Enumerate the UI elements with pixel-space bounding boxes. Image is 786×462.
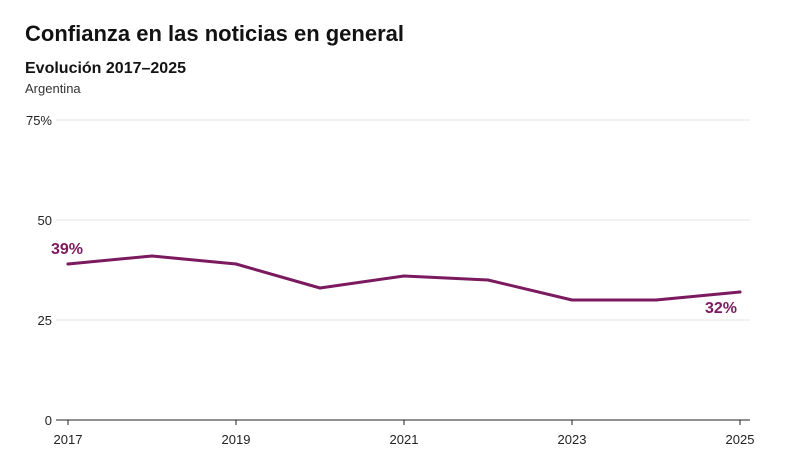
data-point	[150, 254, 154, 258]
series-group	[66, 254, 742, 302]
series-line	[66, 254, 742, 302]
chart-region: Argentina	[25, 81, 81, 96]
data-point	[486, 278, 490, 282]
data-point	[318, 286, 322, 290]
data-point	[234, 262, 238, 266]
y-tick-label: 50	[38, 213, 52, 228]
data-label: 39%	[51, 241, 83, 258]
x-axis: 2017 2019 2021 2023 2025	[54, 419, 755, 447]
data-point	[66, 262, 70, 266]
data-point	[654, 298, 658, 302]
chart-subtitle: Evolución 2017–2025	[25, 60, 186, 77]
data-point	[738, 290, 742, 294]
data-point	[402, 274, 406, 278]
y-tick-label: 25	[38, 313, 52, 328]
data-label: 32%	[705, 300, 737, 317]
x-tick-label: 2021	[390, 432, 419, 447]
data-labels: 39% 32%	[51, 241, 737, 317]
grid-lines	[56, 119, 750, 321]
x-tick-label: 2017	[54, 432, 83, 447]
chart-title: Confianza en las noticias en general	[25, 21, 404, 46]
y-tick-label: 0	[45, 413, 52, 428]
x-tick-label: 2023	[558, 432, 587, 447]
x-tick-label: 2025	[726, 432, 755, 447]
data-point	[570, 298, 574, 302]
y-tick-label: 75%	[26, 113, 52, 128]
x-tick-label: 2019	[222, 432, 251, 447]
y-axis: 0 25 50 75%	[26, 113, 52, 428]
